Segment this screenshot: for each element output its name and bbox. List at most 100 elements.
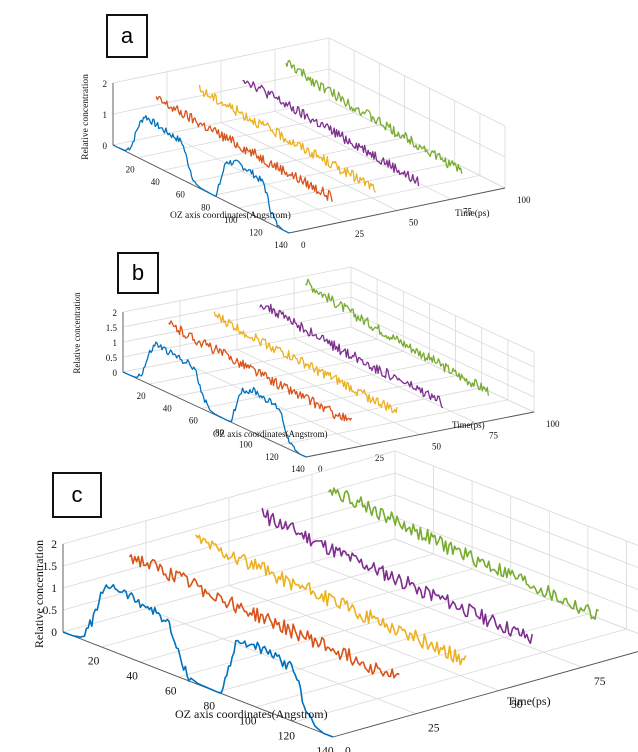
series-line-c-t=0 xyxy=(62,583,334,738)
y-axis-c xyxy=(332,651,638,738)
grid-line-b xyxy=(350,281,535,368)
z-tick-label-a: 1 xyxy=(103,110,108,120)
grid-line-c xyxy=(62,516,396,611)
z-tick-label-c: 2 xyxy=(51,539,57,551)
grid-line-c xyxy=(62,450,396,545)
series-line-b-t=40 xyxy=(213,311,398,414)
x-tick-label-a: 100 xyxy=(224,215,238,225)
x-tick-label-c: 80 xyxy=(204,701,216,713)
z-axis-title-c: Relative concentration xyxy=(32,540,46,648)
x-tick-label-c: 140 xyxy=(316,746,334,752)
grid-line-c xyxy=(394,472,638,568)
x-tick-label-b: 120 xyxy=(265,452,279,462)
y-tick-label-b: 100 xyxy=(546,419,560,429)
series-line-a-t=0 xyxy=(112,115,290,234)
x-tick-label-c: 40 xyxy=(126,671,138,683)
grid-line-a xyxy=(112,68,330,115)
y-axis-title-c: Time(ps) xyxy=(507,694,551,708)
z-tick-label-b: 1.5 xyxy=(106,323,118,333)
y-axis-title-b: Time(ps) xyxy=(452,420,485,430)
z-tick-label-a: 2 xyxy=(103,79,108,89)
series-line-a-t=80 xyxy=(285,59,463,174)
grid-line-b xyxy=(236,349,421,435)
grid-line-a xyxy=(220,122,398,211)
grid-line-b xyxy=(122,296,352,343)
series-line-a-t=60 xyxy=(242,79,420,187)
series-line-c-t=20 xyxy=(128,554,400,679)
panel-label-a: a xyxy=(106,14,148,58)
x-tick-label-b: 80 xyxy=(215,428,225,438)
panel-label-b: b xyxy=(117,252,159,294)
panel-label-c: c xyxy=(52,472,102,518)
z-tick-label-c: 1 xyxy=(51,583,57,595)
grid-line-c xyxy=(394,494,638,590)
y-tick-label-b: 25 xyxy=(375,453,385,463)
series-line-c-t=40 xyxy=(195,534,467,666)
grid-line-b xyxy=(350,326,535,413)
x-tick-label-a: 80 xyxy=(201,202,211,212)
grid-line-c xyxy=(394,450,638,546)
y-tick-label-c: 0 xyxy=(345,746,351,752)
series-line-c-t=80 xyxy=(327,487,599,621)
grid-line-c xyxy=(394,516,638,612)
y-tick-label-a: 0 xyxy=(301,240,306,250)
x-axis-title-c: OZ axis coordinates(Angstrom) xyxy=(175,707,328,721)
z-tick-label-b: 2 xyxy=(113,308,118,318)
grid-line-b xyxy=(122,311,352,358)
x-tick-label-c: 60 xyxy=(165,686,177,698)
grid-line-c xyxy=(332,651,638,738)
x-tick-label-b: 20 xyxy=(137,391,147,401)
x-tick-label-a: 20 xyxy=(126,165,136,175)
x-axis-title-a: OZ axis coordinates(Angstrom) xyxy=(170,210,291,221)
grid-line-a xyxy=(166,133,344,223)
x-tick-label-c: 120 xyxy=(278,731,296,743)
z-axis-title-b: Relative concentration xyxy=(72,292,82,374)
y-tick-label-a: 50 xyxy=(409,218,419,228)
y-tick-label-a: 25 xyxy=(355,229,365,239)
z-tick-label-b: 0.5 xyxy=(106,353,118,363)
series-line-c-t=60 xyxy=(261,507,533,645)
series-line-b-t=20 xyxy=(168,320,353,422)
grid-line-b xyxy=(122,266,352,313)
series-line-b-t=60 xyxy=(259,303,444,409)
grid-line-a xyxy=(328,37,506,127)
y-tick-label-c: 50 xyxy=(511,699,523,711)
y-tick-label-a: 100 xyxy=(517,195,531,205)
y-tick-label-a: 75 xyxy=(463,206,473,216)
x-axis-title-b: OZ axis coordinates(Angstrom) xyxy=(213,429,327,439)
grid-line-a xyxy=(328,68,506,158)
z-tick-label-a: 0 xyxy=(103,141,108,151)
y-axis-a xyxy=(288,187,506,234)
y-axis-b xyxy=(305,411,535,458)
y-tick-label-b: 75 xyxy=(489,430,499,440)
grid-line-c xyxy=(394,538,638,634)
y-tick-label-b: 50 xyxy=(432,442,442,452)
z-tick-label-c: 0 xyxy=(51,627,57,639)
z-tick-label-b: 1 xyxy=(113,338,118,348)
series-line-b-t=0 xyxy=(122,341,307,458)
z-axis-title-a: Relative concentration xyxy=(81,74,91,160)
x-axis-c xyxy=(62,631,334,738)
y-axis-title-a: Time(ps) xyxy=(455,208,490,219)
grid-line-a xyxy=(274,110,452,200)
x-tick-label-a: 120 xyxy=(249,227,263,237)
x-tick-label-b: 40 xyxy=(163,403,173,413)
grid-line-a xyxy=(112,37,330,84)
grid-line-a xyxy=(328,99,506,189)
x-tick-label-c: 20 xyxy=(88,656,100,668)
grid-line-c xyxy=(228,585,500,691)
grid-line-c xyxy=(311,561,583,668)
x-tick-label-b: 100 xyxy=(239,440,253,450)
series-line-a-t=40 xyxy=(198,84,376,193)
grid-line-c xyxy=(62,494,396,589)
grid-line-c xyxy=(62,472,396,567)
x-tick-label-a: 40 xyxy=(151,177,161,187)
y-tick-label-c: 25 xyxy=(428,722,440,734)
grid-line-b xyxy=(350,296,535,383)
series-line-b-t=80 xyxy=(305,278,490,396)
x-tick-label-b: 140 xyxy=(291,464,305,474)
x-tick-label-a: 140 xyxy=(274,240,288,250)
x-tick-label-b: 60 xyxy=(189,415,199,425)
